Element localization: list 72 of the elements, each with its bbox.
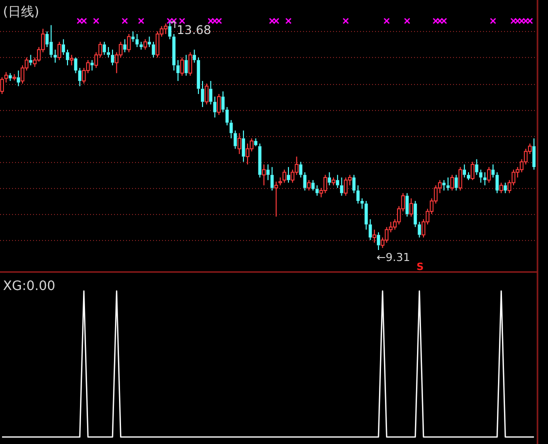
candlestick: [303, 172, 306, 192]
candlestick: [254, 138, 258, 147]
candlestick: [29, 54, 32, 66]
candlestick: [414, 200, 417, 228]
candlestick: [192, 49, 196, 64]
candlestick: [123, 38, 126, 53]
candlestick: [299, 161, 302, 178]
candlestick: [266, 164, 270, 181]
candlestick: [496, 172, 499, 194]
candlestick: [172, 34, 176, 72]
candlestick: [286, 166, 290, 184]
candlestick: [336, 174, 340, 188]
candlestick: [328, 172, 331, 186]
candlestick: [274, 181, 278, 218]
candlestick: [131, 30, 135, 42]
candlestick: [340, 176, 344, 196]
candlestick: [8, 72, 12, 82]
candlestick: [270, 166, 274, 192]
candlestick: [356, 184, 360, 204]
annotation: 13.68: [176, 23, 212, 37]
candlestick: [446, 176, 450, 192]
candlestick: [152, 41, 156, 58]
candlestick: [74, 56, 78, 74]
candlestick: [352, 174, 356, 194]
candlestick: [532, 138, 536, 170]
candlestick: [418, 221, 421, 238]
candlestick: [50, 24, 53, 58]
candlestick: [196, 56, 200, 94]
candlestick: [176, 60, 180, 82]
chart-title: XG:0.00: [3, 279, 56, 294]
candlestick: [242, 130, 246, 162]
candlestick: [454, 174, 458, 192]
candlestick: [360, 198, 364, 210]
candlestick: [66, 49, 70, 66]
candlestick: [246, 143, 250, 165]
candlestick: [483, 172, 486, 186]
candlestick: [110, 49, 114, 66]
candlestick: [184, 54, 188, 76]
candlestick: [209, 80, 212, 105]
candlestick: [230, 120, 233, 139]
candlestick: [234, 130, 237, 150]
chart-title: (日线): [3, 5, 40, 20]
candlestick: [462, 164, 466, 178]
candlestick: [311, 180, 315, 192]
candlestick: [442, 180, 446, 192]
candlestick: [54, 49, 57, 64]
candlestick: [90, 60, 94, 72]
candlestick: [504, 182, 507, 194]
candlestick: [258, 143, 262, 178]
candlestick: [479, 169, 482, 184]
candlestick: [368, 218, 372, 241]
candlestick: [364, 200, 368, 230]
candlestick: [78, 67, 82, 87]
candlestick: [148, 36, 151, 48]
candlestick: [135, 34, 139, 48]
candlestick: [376, 232, 380, 250]
text: S: [416, 262, 424, 273]
candlestick: [221, 90, 225, 113]
candlestick: [406, 192, 409, 218]
candlestick: [200, 80, 204, 108]
candlestick: [106, 46, 110, 58]
candlestick: [475, 158, 478, 176]
candlestick: [225, 106, 229, 126]
candlestick: [213, 96, 216, 118]
candlestick: [16, 70, 20, 87]
candlestick: [491, 164, 495, 178]
candlestick: [316, 184, 319, 196]
candlestick: [140, 41, 143, 50]
candlestick: [62, 38, 66, 56]
candlestick: [238, 132, 242, 154]
candlestick: [102, 41, 106, 56]
text: ←9.31: [376, 251, 410, 264]
